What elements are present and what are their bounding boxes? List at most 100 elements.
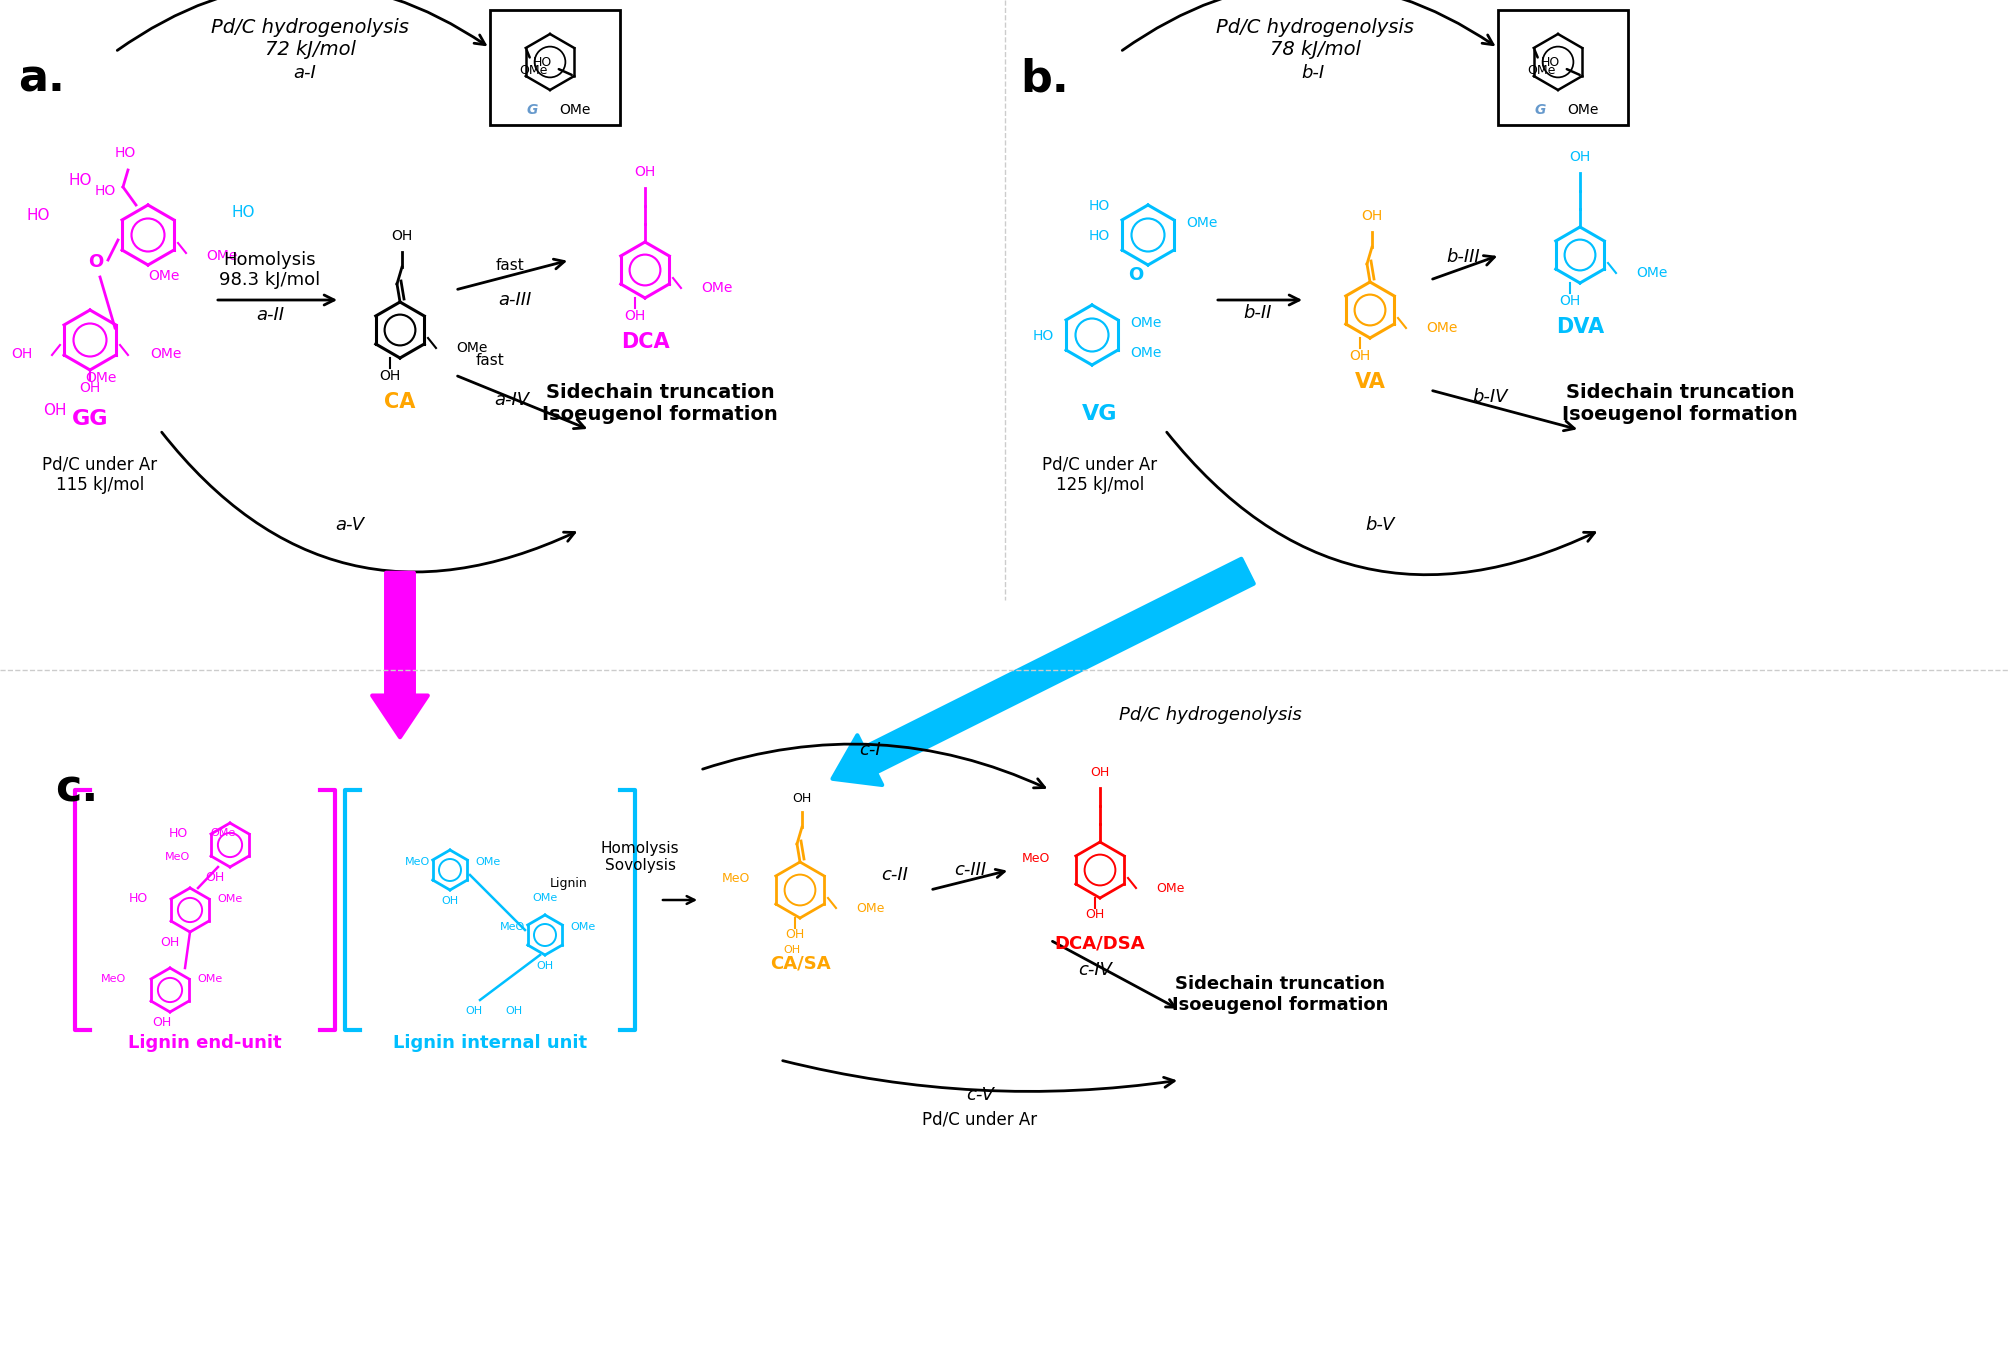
Text: Sidechain truncation
Isoeugenol formation: Sidechain truncation Isoeugenol formatio… xyxy=(542,383,777,424)
Text: OMe: OMe xyxy=(520,63,548,77)
Text: GG: GG xyxy=(72,409,108,429)
Text: HO: HO xyxy=(1541,55,1559,69)
Text: c-II: c-II xyxy=(882,866,908,884)
Text: HO: HO xyxy=(231,204,255,220)
Text: Pd/C under Ar
125 kJ/mol: Pd/C under Ar 125 kJ/mol xyxy=(1043,456,1157,494)
Text: OH: OH xyxy=(1085,908,1105,921)
Text: OMe: OMe xyxy=(1185,215,1217,230)
FancyArrowPatch shape xyxy=(1217,295,1300,305)
Text: MeO: MeO xyxy=(165,852,191,862)
Text: HO: HO xyxy=(115,145,137,161)
Text: CA/SA: CA/SA xyxy=(769,954,830,971)
Text: a-II: a-II xyxy=(255,306,283,324)
Text: OMe: OMe xyxy=(701,281,733,295)
Text: fast: fast xyxy=(496,258,524,273)
FancyArrowPatch shape xyxy=(117,0,484,51)
Text: b.: b. xyxy=(1021,58,1069,102)
FancyArrowPatch shape xyxy=(784,1061,1173,1092)
Text: a.: a. xyxy=(18,58,64,102)
Text: G: G xyxy=(526,103,538,117)
Text: OMe: OMe xyxy=(1129,316,1161,331)
Text: VA: VA xyxy=(1354,372,1386,392)
Text: Pd/C hydrogenolysis
72 kJ/mol: Pd/C hydrogenolysis 72 kJ/mol xyxy=(211,18,410,59)
Text: c-III: c-III xyxy=(954,862,986,879)
FancyArrowPatch shape xyxy=(458,376,585,428)
Text: Pd/C under Ar: Pd/C under Ar xyxy=(922,1111,1037,1129)
Text: b-IV: b-IV xyxy=(1473,388,1507,406)
Text: OMe: OMe xyxy=(207,248,237,263)
FancyArrowPatch shape xyxy=(932,870,1004,889)
Text: Homolysis
Sovolysis: Homolysis Sovolysis xyxy=(601,841,679,873)
Text: b-III: b-III xyxy=(1446,248,1481,266)
Text: OH: OH xyxy=(1569,150,1591,165)
Text: OH: OH xyxy=(786,927,806,941)
Text: HO: HO xyxy=(26,209,50,224)
Text: OMe: OMe xyxy=(149,269,179,283)
Text: MeO: MeO xyxy=(721,873,749,885)
Text: OH: OH xyxy=(792,792,812,805)
Text: OMe: OMe xyxy=(532,893,559,903)
Text: OMe: OMe xyxy=(1155,882,1185,895)
Text: OH: OH xyxy=(1350,348,1370,364)
Text: HO: HO xyxy=(1089,199,1111,213)
Text: a-V: a-V xyxy=(336,516,364,534)
FancyArrowPatch shape xyxy=(161,432,575,572)
Text: Pd/C under Ar
115 kJ/mol: Pd/C under Ar 115 kJ/mol xyxy=(42,456,157,494)
Text: Sidechain truncation
Isoeugenol formation: Sidechain truncation Isoeugenol formatio… xyxy=(1171,975,1388,1014)
Text: HO: HO xyxy=(1033,329,1055,343)
FancyArrowPatch shape xyxy=(458,259,565,289)
Text: a-IV: a-IV xyxy=(494,391,530,409)
Text: OH: OH xyxy=(44,403,66,418)
Text: c-V: c-V xyxy=(966,1087,994,1104)
FancyArrowPatch shape xyxy=(832,558,1254,785)
Text: HO: HO xyxy=(1089,229,1111,243)
Text: Lignin: Lignin xyxy=(550,877,589,890)
Text: OH: OH xyxy=(442,896,458,906)
Text: HO: HO xyxy=(532,55,552,69)
Text: HO: HO xyxy=(94,184,117,198)
Text: OMe: OMe xyxy=(1567,103,1599,117)
Text: HO: HO xyxy=(169,827,189,840)
Text: OH: OH xyxy=(1362,209,1382,224)
FancyArrowPatch shape xyxy=(1167,432,1595,575)
Text: OMe: OMe xyxy=(856,901,884,915)
Text: c.: c. xyxy=(54,768,98,811)
Text: DVA: DVA xyxy=(1555,317,1603,338)
Text: O: O xyxy=(88,252,104,272)
Text: OMe: OMe xyxy=(151,347,181,361)
Text: OMe: OMe xyxy=(474,858,500,867)
Text: CA: CA xyxy=(384,392,416,412)
FancyArrowPatch shape xyxy=(703,744,1045,788)
Text: OH: OH xyxy=(784,945,800,955)
Text: OMe: OMe xyxy=(1527,63,1555,77)
Text: MeO: MeO xyxy=(500,922,524,932)
Text: b-I: b-I xyxy=(1302,64,1324,82)
Text: OH: OH xyxy=(635,165,655,178)
Text: OH: OH xyxy=(10,347,32,361)
Text: MeO: MeO xyxy=(100,974,127,984)
Text: HO: HO xyxy=(129,892,149,906)
Text: a-I: a-I xyxy=(293,64,315,82)
Text: OH: OH xyxy=(80,381,100,395)
Text: OH: OH xyxy=(1559,294,1581,307)
Text: VG: VG xyxy=(1083,403,1117,424)
Text: OH: OH xyxy=(153,1017,171,1029)
FancyBboxPatch shape xyxy=(490,10,621,125)
Text: Pd/C hydrogenolysis: Pd/C hydrogenolysis xyxy=(1119,707,1302,724)
Text: OMe: OMe xyxy=(559,103,591,117)
FancyArrowPatch shape xyxy=(1432,391,1575,431)
Text: OMe: OMe xyxy=(456,342,488,355)
Text: OH: OH xyxy=(392,229,412,243)
Text: Lignin internal unit: Lignin internal unit xyxy=(394,1034,587,1052)
Text: Sidechain truncation
Isoeugenol formation: Sidechain truncation Isoeugenol formatio… xyxy=(1563,383,1798,424)
Text: OH: OH xyxy=(380,369,400,383)
Text: c-IV: c-IV xyxy=(1079,960,1113,980)
Text: OMe: OMe xyxy=(1129,346,1161,359)
Text: DCA/DSA: DCA/DSA xyxy=(1055,934,1145,952)
Text: OH: OH xyxy=(205,871,225,884)
Text: OMe: OMe xyxy=(84,370,117,386)
Text: c-I: c-I xyxy=(860,741,880,759)
Text: b-V: b-V xyxy=(1366,516,1394,534)
Text: fast: fast xyxy=(476,353,504,368)
Text: OH: OH xyxy=(625,309,645,322)
